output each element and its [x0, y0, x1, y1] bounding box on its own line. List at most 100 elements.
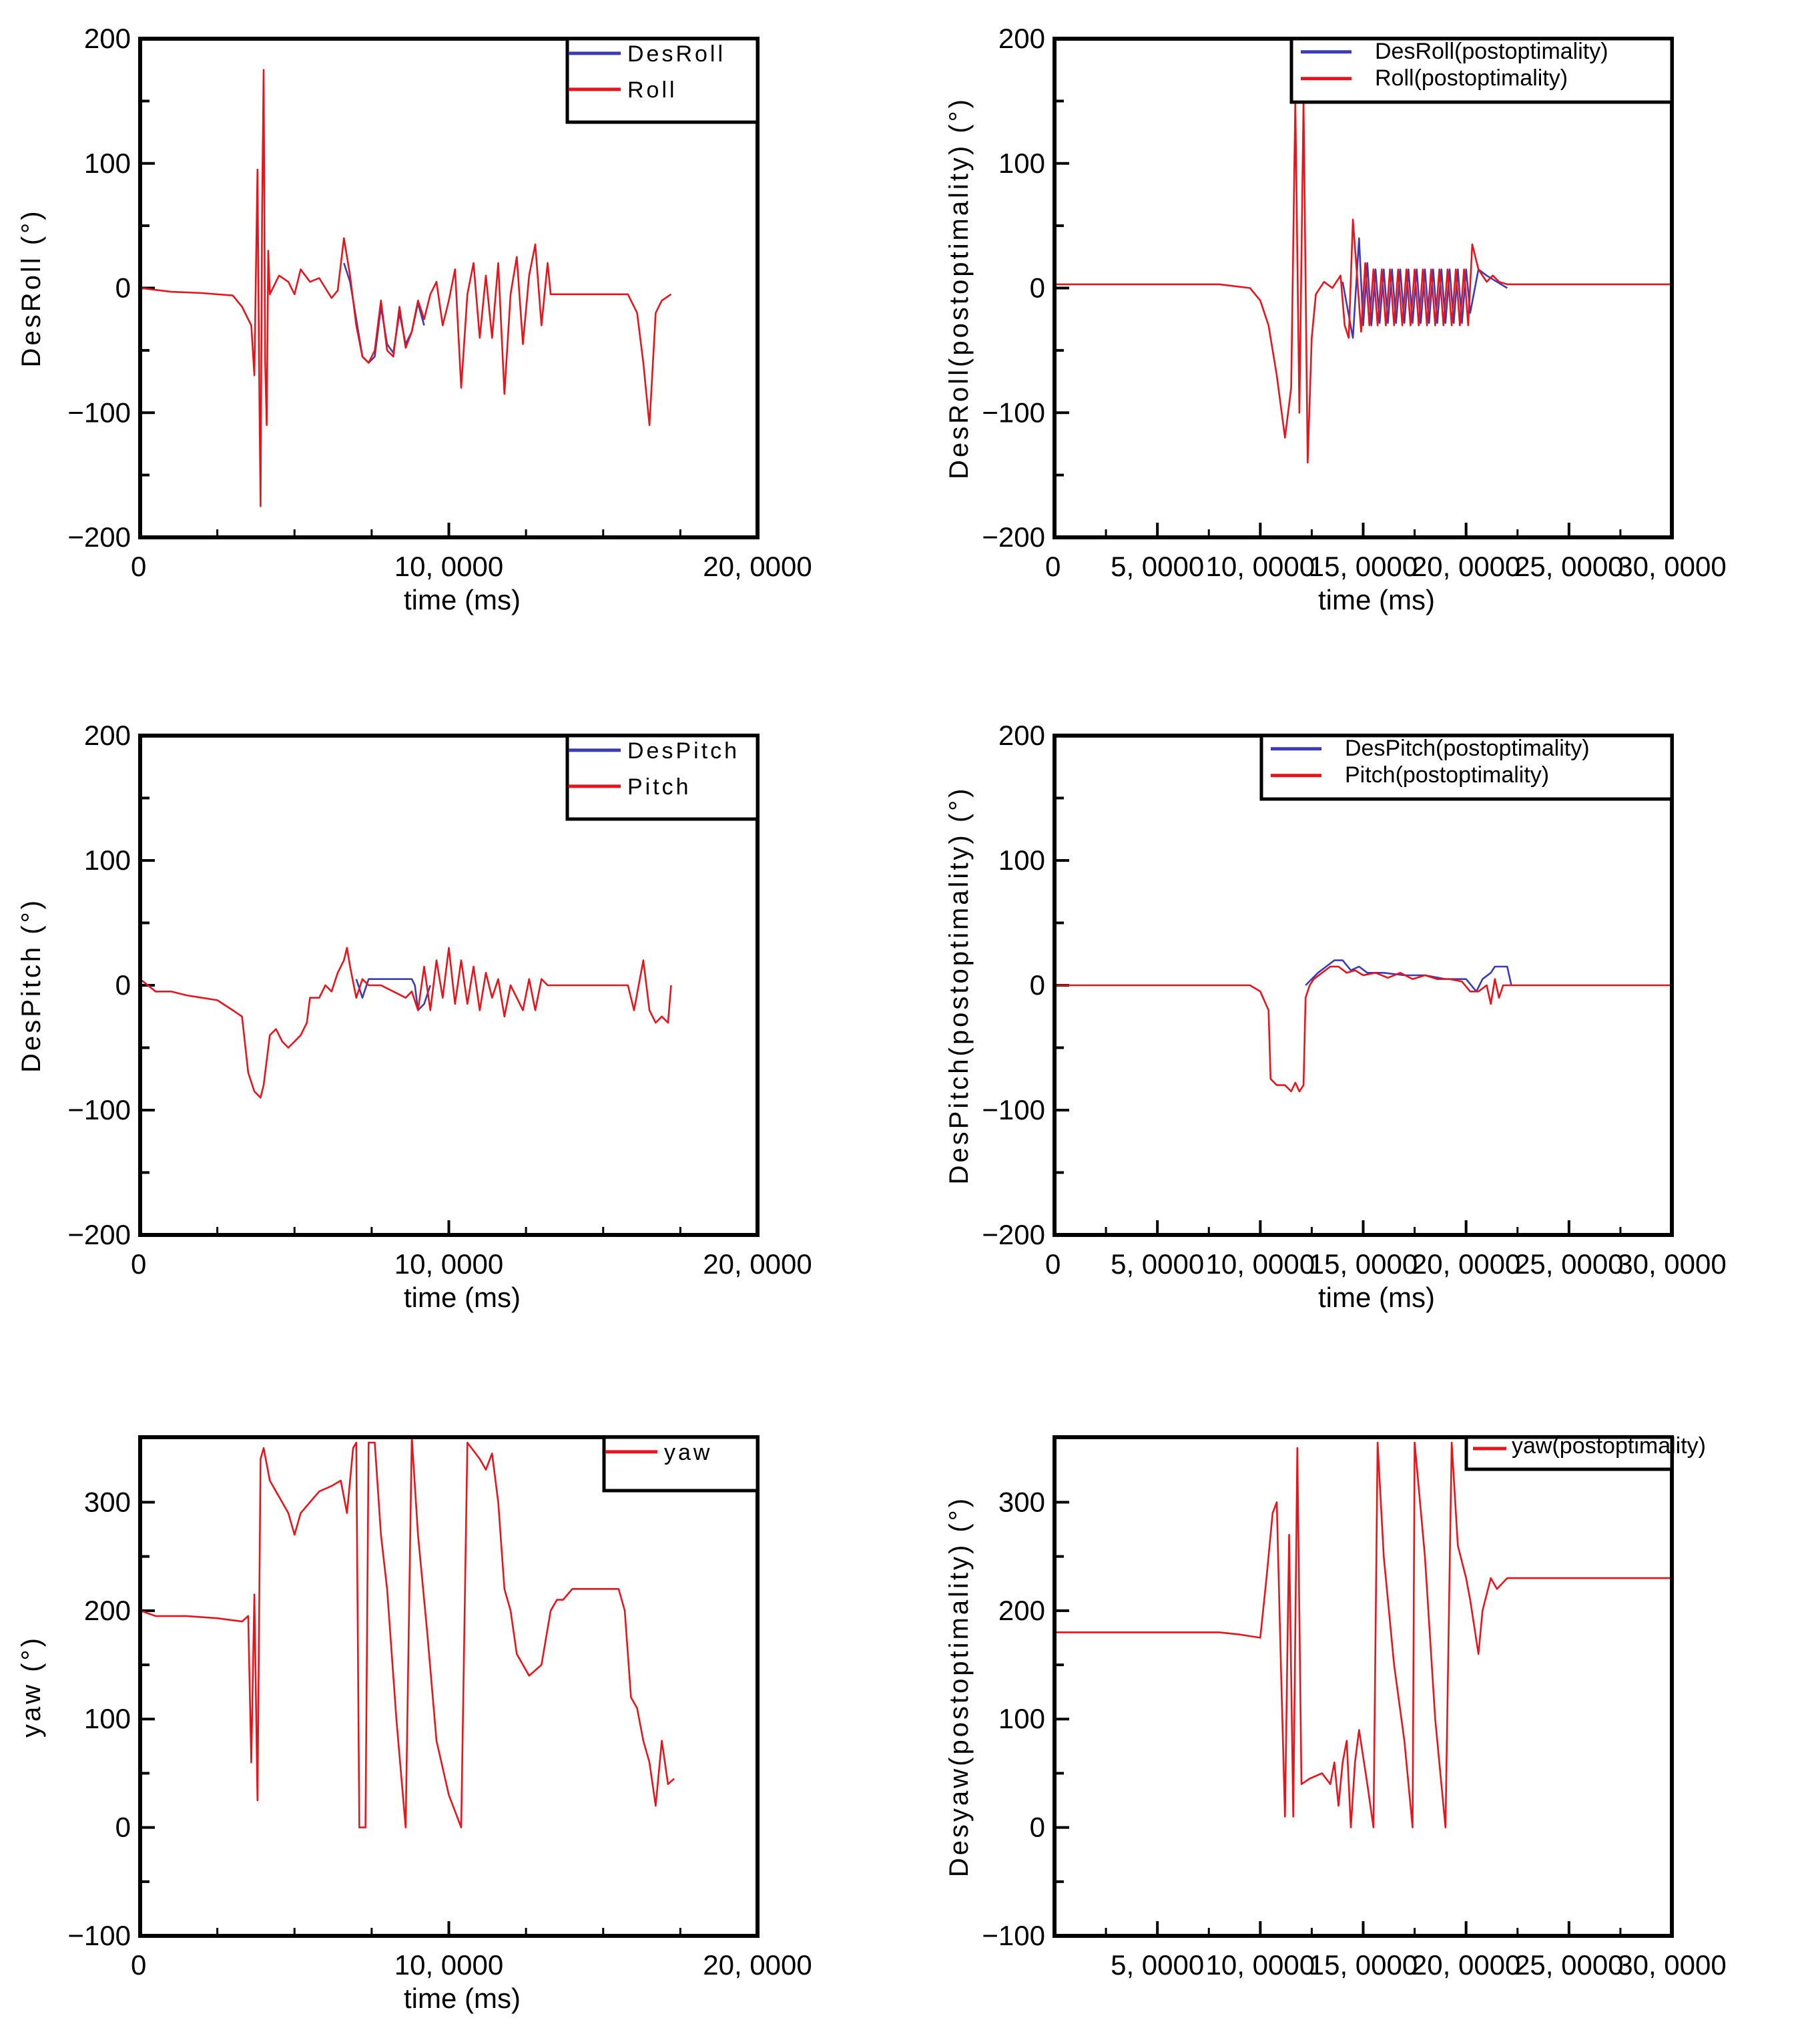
y-tick-label: 0 [1030, 969, 1045, 1001]
legend-entry: yaw(postoptimality) [1512, 1433, 1706, 1459]
x-tick-label: 15, 0000 [1309, 1248, 1418, 1280]
x-tick-label: 10, 0000 [394, 551, 504, 582]
y-tick-label: 200 [998, 23, 1045, 54]
legend-entry: Pitch(postoptimality) [1345, 762, 1549, 788]
legend: DesRoll Roll [565, 37, 760, 124]
y-tick-label: −200 [67, 521, 131, 553]
y-tick-label: 200 [84, 23, 131, 54]
plot-frame [1053, 1435, 1674, 1938]
x-tick-label: 10, 0000 [1206, 1949, 1315, 1981]
x-tick-label: 0 [1045, 551, 1061, 582]
series-line-despitch-postoptimality- [1305, 959, 1512, 993]
y-tick-label: 100 [84, 844, 131, 876]
x-tick-label: 30, 0000 [1617, 551, 1727, 582]
y-tick-label: −100 [67, 1920, 131, 1951]
x-tick-label: 10, 0000 [394, 1248, 504, 1280]
y-tick-label: 100 [998, 844, 1045, 876]
y-axis-label: yaw (°) [17, 1635, 46, 1738]
plot-frame [138, 1435, 760, 1938]
y-axis-label: DesPitch(postoptimality) (°) [944, 786, 974, 1185]
y-tick-label: −100 [67, 397, 131, 428]
y-tick-label: 200 [998, 720, 1045, 751]
x-tick-label: 5, 0000 [1111, 551, 1204, 582]
y-tick-label: 100 [998, 148, 1045, 179]
legend-entry: DesRoll [627, 41, 725, 67]
y-axis-label: Desyaw(postoptimality) (°) [944, 1496, 974, 1877]
x-tick-label: 0 [131, 551, 146, 582]
y-axis-label: DesRoll(postoptimality) (°) [944, 97, 974, 479]
x-tick-label: 10, 0000 [394, 1949, 504, 1981]
y-tick-label: 200 [998, 1595, 1045, 1626]
x-axis-label: time (ms) [404, 584, 521, 615]
x-tick-label: 0 [1045, 1248, 1061, 1280]
x-tick-label: 5, 0000 [1111, 1248, 1204, 1280]
legend-entry: Roll [627, 77, 677, 103]
x-axis-label: time (ms) [404, 1983, 521, 2014]
x-tick-label: 15, 0000 [1309, 551, 1418, 582]
x-tick-label: 15, 0000 [1309, 1949, 1418, 1981]
x-tick-label: 20, 0000 [1412, 551, 1521, 582]
legend: DesPitch(postoptimality)Pitch(postoptima… [1259, 734, 1674, 801]
y-tick-label: 0 [1030, 272, 1045, 304]
y-tick-label: 200 [84, 1595, 131, 1626]
series-line-yaw-postoptimality- [1057, 1441, 1670, 1828]
series-line-roll-postoptimality- [1057, 100, 1670, 464]
y-tick-label: 0 [115, 1812, 131, 1843]
y-tick-label: −100 [982, 1920, 1045, 1951]
legend: yaw [602, 1435, 760, 1493]
x-tick-label: 20, 0000 [703, 1248, 812, 1280]
y-axis-label: DesPitch (°) [17, 898, 46, 1073]
legend: DesPitch Pitch [565, 734, 760, 821]
y-tick-label: 0 [115, 272, 131, 304]
y-tick-label: 100 [998, 1703, 1045, 1734]
y-tick-label: −100 [67, 1094, 131, 1125]
y-tick-label: −200 [982, 1219, 1045, 1250]
legend-entry: Roll(postoptimality) [1375, 65, 1568, 91]
legend-box [1289, 37, 1674, 104]
y-tick-label: 0 [1030, 1812, 1045, 1843]
x-tick-label: 10, 0000 [1206, 1248, 1315, 1280]
x-tick-label: 25, 0000 [1514, 1248, 1624, 1280]
y-tick-label: 300 [998, 1486, 1045, 1517]
y-tick-label: −200 [982, 521, 1045, 553]
x-axis-label: time (ms) [404, 1282, 521, 1313]
legend: DesRoll(postoptimality)Roll(postoptimali… [1289, 37, 1674, 104]
y-tick-label: 100 [84, 1703, 131, 1734]
legend: yaw(postoptimality) [1464, 1433, 1706, 1471]
x-tick-label: 30, 0000 [1617, 1949, 1727, 1981]
x-axis-label: time (ms) [1318, 1282, 1435, 1313]
x-tick-label: 0 [131, 1248, 146, 1280]
x-tick-label: 25, 0000 [1514, 551, 1624, 582]
x-tick-label: 20, 0000 [1412, 1949, 1521, 1981]
x-axis-label: time (ms) [1318, 584, 1435, 615]
legend-box [602, 1435, 760, 1493]
legend-entry: DesPitch [627, 738, 739, 764]
series-line-despitch [355, 978, 432, 1011]
x-tick-label: 5, 0000 [1111, 1949, 1204, 1981]
y-tick-label: 0 [115, 969, 131, 1001]
legend-entry: yaw [664, 1440, 712, 1465]
x-tick-label: 10, 0000 [1206, 551, 1315, 582]
x-tick-label: 20, 0000 [703, 551, 812, 582]
legend-entry: DesRoll(postoptimality) [1375, 39, 1608, 64]
legend-entry: Pitch [627, 774, 691, 800]
y-tick-label: 200 [84, 720, 131, 751]
series-line-roll [142, 69, 672, 507]
series-line-yaw [142, 1439, 675, 1828]
series-line-pitch-postoptimality- [1057, 965, 1670, 1093]
x-tick-label: 0 [131, 1949, 146, 1981]
series-line-pitch [142, 947, 672, 1099]
series-line-desroll-postoptimality- [1341, 237, 1508, 339]
x-tick-label: 20, 0000 [703, 1949, 812, 1981]
legend-box [1259, 734, 1674, 801]
y-tick-label: 300 [84, 1486, 131, 1517]
y-tick-label: 100 [84, 148, 131, 179]
y-tick-label: −200 [67, 1219, 131, 1250]
